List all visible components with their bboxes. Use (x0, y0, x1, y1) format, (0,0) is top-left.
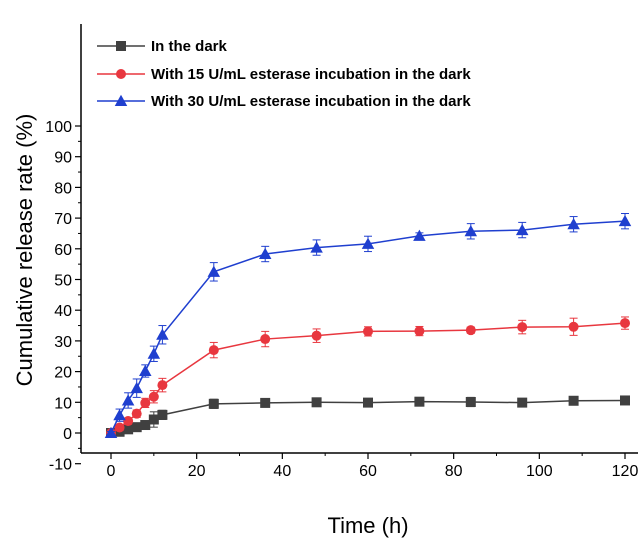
data-point-square (414, 396, 425, 407)
data-point-square (517, 397, 528, 408)
data-point-circle (131, 408, 142, 419)
data-point-square (123, 424, 134, 435)
data-point-circle (465, 325, 476, 336)
data-point-triangle (464, 225, 478, 237)
data-point-circle (116, 69, 126, 79)
series-3 (104, 212, 632, 438)
data-point-triangle (121, 394, 135, 406)
data-point-triangle (156, 328, 169, 340)
data-point-circle (208, 345, 219, 356)
data-point-circle (517, 322, 528, 333)
legend-item-2: With 15 U/mL esterase incubation in the … (97, 66, 471, 83)
y-tick-label: 10 (54, 395, 72, 412)
data-point-circle (260, 334, 271, 345)
data-point-circle (148, 391, 159, 402)
legend-item-3: With 30 U/mL esterase incubation in the … (97, 93, 471, 110)
data-point-triangle (139, 364, 152, 376)
data-point-triangle (114, 94, 128, 106)
legend: In the dark With 15 U/mL esterase incubat… (97, 38, 471, 110)
data-point-square (465, 396, 476, 407)
series-line (110, 322, 626, 434)
data-point-circle (414, 326, 425, 337)
data-point-square (116, 41, 126, 51)
y-tick-label: 0 (63, 426, 72, 443)
y-tick-label: 90 (54, 150, 72, 167)
y-axis-ticks: -10 0 10 20 30 40 50 60 70 80 90 100 (45, 119, 81, 474)
data-point-triangle (310, 241, 323, 253)
legend-label: With 30 U/mL esterase incubation in the … (151, 93, 471, 110)
data-point-square (363, 397, 373, 408)
data-point-triangle (147, 347, 161, 359)
data-point-triangle (515, 223, 529, 236)
data-point-triangle (104, 426, 118, 438)
data-point-square (208, 398, 219, 409)
data-point-circle (363, 326, 373, 337)
data-point-triangle (130, 381, 143, 394)
x-tick-label: 80 (445, 463, 463, 480)
y-tick-label: 30 (54, 334, 72, 351)
x-tick-label: 40 (273, 463, 291, 480)
data-point-square (140, 420, 151, 431)
legend-label: With 15 U/mL esterase incubation in the … (151, 66, 471, 83)
series-layer (104, 212, 632, 438)
data-point-square (311, 397, 322, 408)
data-point-circle (157, 380, 168, 391)
series-1 (106, 395, 630, 438)
y-tick-label: 70 (54, 211, 72, 228)
data-point-square (148, 414, 159, 425)
y-tick-label: 60 (54, 242, 72, 259)
legend-label: In the dark (151, 38, 228, 55)
x-tick-label: 0 (107, 463, 116, 480)
x-tick-label: 120 (612, 463, 639, 480)
y-tick-label: 40 (54, 303, 72, 320)
y-tick-label: -10 (49, 457, 72, 474)
y-axis-title: Cumulative release rate (%) (12, 114, 37, 387)
data-point-circle (311, 330, 322, 341)
data-point-square (260, 397, 271, 408)
data-point-square (157, 409, 168, 420)
data-point-triangle (567, 217, 580, 230)
x-axis-title: Time (h) (327, 513, 408, 538)
y-tick-label: 80 (54, 180, 72, 197)
data-point-square (568, 395, 579, 406)
x-tick-label: 20 (188, 463, 206, 480)
series-line (110, 220, 626, 434)
data-point-circle (114, 422, 125, 433)
y-tick-label: 100 (45, 119, 72, 136)
data-point-triangle (413, 229, 426, 241)
data-point-triangle (618, 214, 632, 227)
data-point-triangle (113, 408, 126, 421)
data-point-triangle (258, 247, 272, 260)
legend-item-1: In the dark (97, 38, 228, 55)
data-point-circle (620, 318, 630, 329)
plot-area (80, 24, 638, 454)
y-tick-label: 20 (54, 365, 72, 382)
data-point-square (620, 395, 630, 406)
x-axis-ticks: 0 20 40 60 80 100 120 (107, 453, 639, 480)
data-point-triangle (207, 265, 221, 277)
y-tick-label: 50 (54, 273, 72, 290)
series-2 (106, 316, 630, 438)
data-point-circle (123, 416, 134, 427)
data-point-circle (140, 397, 151, 408)
x-tick-label: 60 (359, 463, 377, 480)
data-point-circle (568, 321, 579, 332)
data-point-square (131, 422, 142, 433)
x-tick-label: 100 (526, 463, 553, 480)
data-point-triangle (361, 237, 375, 249)
